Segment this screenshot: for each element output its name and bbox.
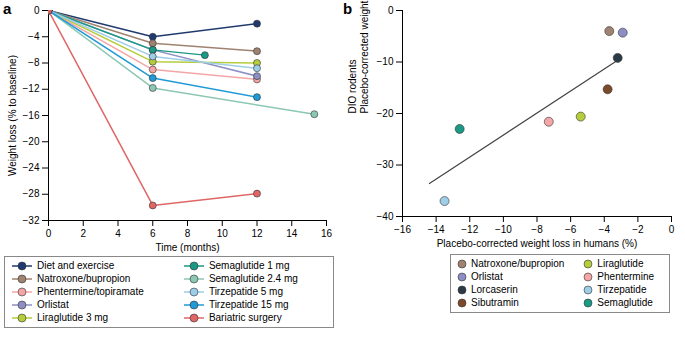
svg-text:−14: −14 — [428, 224, 445, 235]
svg-text:−8: −8 — [531, 224, 543, 235]
svg-text:−24: −24 — [23, 162, 40, 173]
html-text:Semaglutide: Semaglutide — [597, 297, 653, 308]
svg-text:−6: −6 — [565, 224, 577, 235]
svg-text:0: 0 — [669, 224, 675, 235]
svg-text:16: 16 — [321, 228, 333, 239]
svg-text:Placebo-corrected weight loss: Placebo-corrected weight loss in humans … — [437, 238, 638, 249]
svg-text:4: 4 — [115, 228, 121, 239]
svg-text:−12: −12 — [23, 83, 40, 94]
html-text:Natroxone/bupropion: Natroxone/bupropion — [471, 258, 565, 269]
svg-text:−16: −16 — [23, 110, 40, 121]
html-text:Tirzepatide 5 mg: Tirzepatide 5 mg — [208, 286, 283, 297]
svg-text:12: 12 — [251, 228, 263, 239]
svg-text:−12: −12 — [461, 224, 478, 235]
html-text:Phentermine: Phentermine — [597, 271, 654, 282]
svg-text:−10: −10 — [495, 224, 512, 235]
svg-text:0: 0 — [388, 5, 394, 16]
svg-text:−20: −20 — [23, 136, 40, 147]
svg-text:−40: −40 — [377, 211, 394, 222]
svg-text:−10: −10 — [377, 56, 394, 67]
svg-text:8: 8 — [185, 228, 191, 239]
html-text:a: a — [3, 0, 12, 17]
svg-text:6: 6 — [150, 228, 156, 239]
html-text:Bariatric surgery: Bariatric surgery — [208, 312, 282, 323]
svg-text:DIO rodentsPlacebo-corrected w: DIO rodentsPlacebo-corrected weight loss… — [347, 0, 370, 114]
svg-text:0: 0 — [46, 228, 52, 239]
html-text:Tirzepatide: Tirzepatide — [597, 284, 647, 295]
svg-text:−2: −2 — [632, 224, 644, 235]
svg-text:−28: −28 — [23, 188, 40, 199]
svg-text:−20: −20 — [377, 108, 394, 119]
html-text:Tirzepatide 15 mg: Tirzepatide 15 mg — [208, 299, 289, 310]
svg-text:−4: −4 — [28, 31, 40, 42]
html-text:Natroxone/bupropion: Natroxone/bupropion — [37, 273, 131, 284]
html-text:Lorcaserin: Lorcaserin — [471, 284, 518, 295]
html-text:Diet and exercise: Diet and exercise — [37, 260, 115, 271]
svg-text:2: 2 — [80, 228, 86, 239]
svg-text:Weight loss (% to baseline): Weight loss (% to baseline) — [7, 55, 18, 176]
svg-text:0: 0 — [34, 5, 40, 16]
svg-text:−4: −4 — [599, 224, 611, 235]
html-text:Orlistat: Orlistat — [37, 299, 69, 310]
svg-text:−32: −32 — [23, 215, 40, 226]
html-text:Semaglutide 1 mg: Semaglutide 1 mg — [208, 260, 290, 271]
html-text:Liraglutide: Liraglutide — [597, 258, 644, 269]
svg-text:Time (months): Time (months) — [155, 242, 219, 253]
html-text:Sibutramin: Sibutramin — [471, 297, 519, 308]
svg-text:14: 14 — [286, 228, 298, 239]
html-text:Semaglutide 2.4 mg: Semaglutide 2.4 mg — [208, 273, 298, 284]
svg-text:10: 10 — [217, 228, 229, 239]
svg-text:−16: −16 — [394, 224, 411, 235]
svg-text:−8: −8 — [28, 57, 40, 68]
html-text:Phentermine/topiramate: Phentermine/topiramate — [37, 286, 144, 297]
html-text:Orlistat: Orlistat — [471, 271, 503, 282]
svg-text:−30: −30 — [377, 159, 394, 170]
html-text:Liraglutide 3 mg: Liraglutide 3 mg — [37, 312, 109, 323]
